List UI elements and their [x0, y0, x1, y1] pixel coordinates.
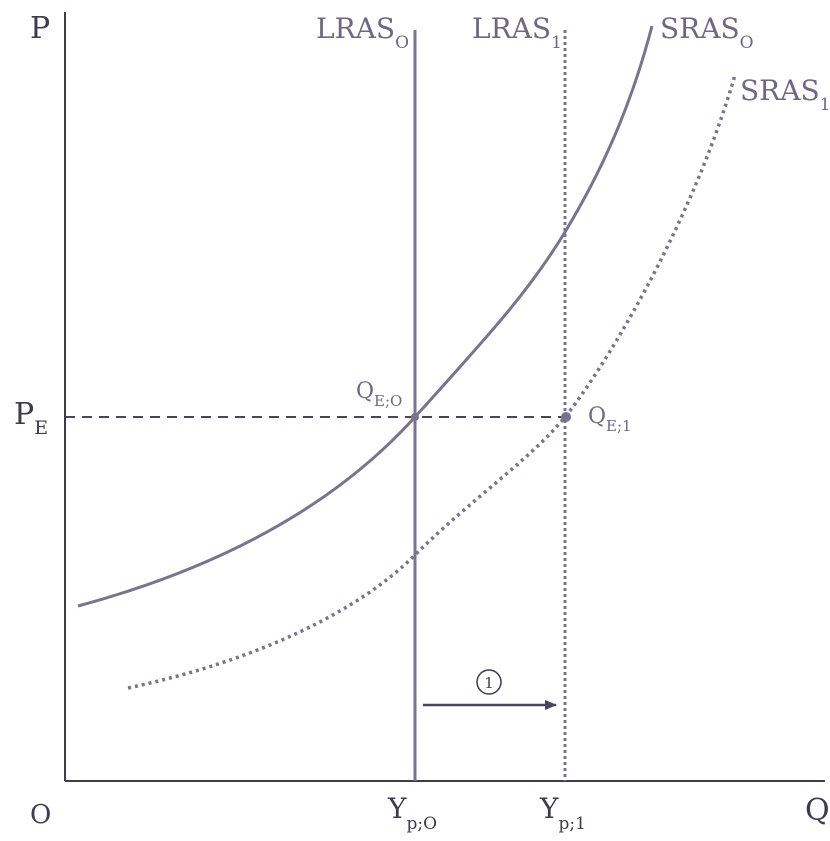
yp1-tick-label: Yp;1 — [539, 792, 586, 834]
lras0-label: LRASO — [316, 12, 409, 53]
shift-marker-circle — [476, 669, 502, 695]
sras1-curve — [127, 74, 737, 690]
equilibrium-point-1 — [561, 412, 571, 422]
origin-label: O — [30, 800, 51, 830]
qe1-label: QE;1 — [588, 404, 632, 435]
lras1-label: LRAS1 — [472, 12, 562, 53]
price-level-label: PE — [14, 397, 48, 439]
shift-marker-number: 1 — [484, 674, 494, 692]
qe0-label: QE;O — [356, 379, 402, 410]
sras0-curve — [77, 25, 654, 608]
yp0-tick-label: Yp;O — [387, 792, 437, 834]
sras0-label: SRASO — [660, 12, 754, 53]
sras1-label: SRAS1 — [740, 74, 830, 115]
equilibrium-point-0 — [411, 413, 419, 421]
x-axis-label: Q — [805, 793, 830, 828]
y-axis-label: P — [30, 11, 50, 46]
